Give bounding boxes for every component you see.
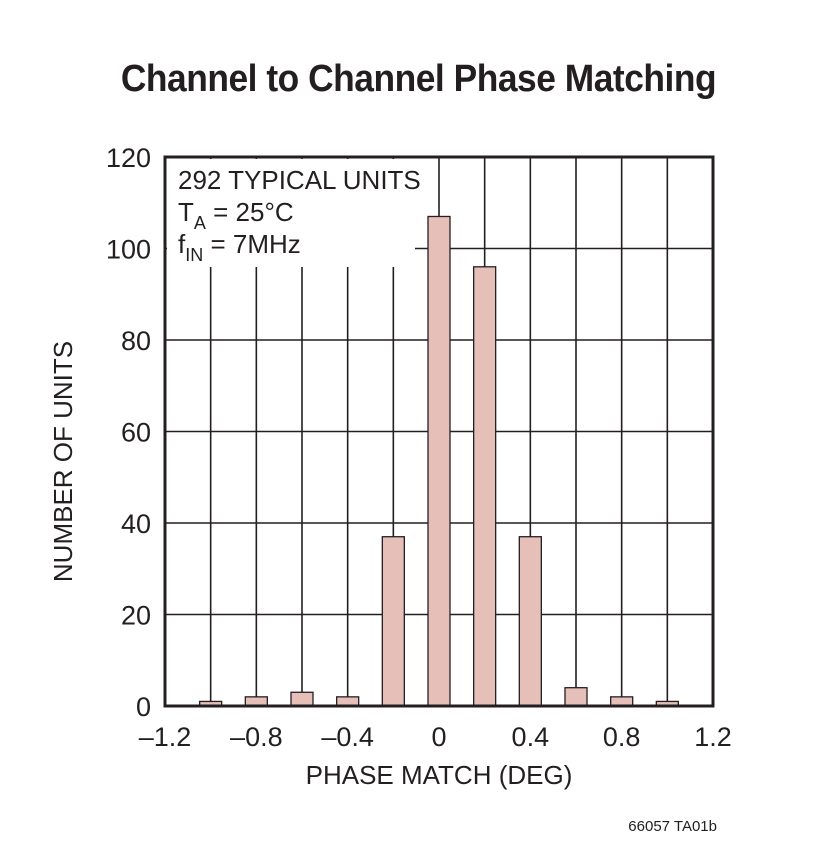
annotation-box: 292 TYPICAL UNITS TA = 25°C fIN = 7MHz xyxy=(167,159,421,267)
x-tick-label: 0 xyxy=(431,722,446,752)
annotation-temperature: TA = 25°C xyxy=(178,197,294,233)
histogram-bar xyxy=(564,687,588,707)
histogram-bar xyxy=(381,536,405,707)
x-tick-label: –1.2 xyxy=(139,722,192,752)
x-tick-label: 1.2 xyxy=(694,722,732,752)
y-tick-label: 60 xyxy=(121,418,151,448)
histogram-bar xyxy=(427,215,451,707)
x-tick-label: 0.4 xyxy=(512,722,550,752)
annotation-freq-value: = 7MHz xyxy=(203,229,301,259)
annotation-freq-symbol: f xyxy=(178,229,186,259)
annotation-temp-value: = 25°C xyxy=(206,197,294,227)
annotation-temp-subscript: A xyxy=(194,213,206,233)
annotation-freq-subscript: IN xyxy=(185,245,203,265)
y-tick-label: 0 xyxy=(136,692,151,722)
x-tick-label: –0.4 xyxy=(321,722,374,752)
y-tick-label: 20 xyxy=(121,601,151,631)
bars-layer xyxy=(199,215,679,707)
histogram-bar xyxy=(290,691,314,707)
histogram-bar xyxy=(518,536,542,707)
y-tick-label: 80 xyxy=(121,326,151,356)
x-tick-label: 0.8 xyxy=(603,722,641,752)
plot-frame xyxy=(163,155,715,708)
y-axis-title: NUMBER OF UNITS xyxy=(48,341,78,582)
chart-title: Channel to Channel Phase Matching xyxy=(120,58,717,100)
y-tick-label: 100 xyxy=(106,235,151,265)
histogram-bar xyxy=(473,266,497,707)
tick-labels: –1.2 –0.8 –0.4 0 0.4 0.8 1.2 0 20 40 60 80 100 120 xyxy=(106,143,732,752)
x-axis-title: PHASE MATCH (DEG) xyxy=(306,760,573,790)
annotation-background xyxy=(167,159,415,267)
annotation-units: 292 TYPICAL UNITS xyxy=(178,165,421,195)
figure-id: 66057 TA01b xyxy=(628,818,717,835)
y-tick-label: 40 xyxy=(121,509,151,539)
x-tick-label: –0.8 xyxy=(230,722,283,752)
annotation-temp-symbol: T xyxy=(178,197,194,227)
annotation-frequency: fIN = 7MHz xyxy=(178,229,301,265)
y-tick-label: 120 xyxy=(106,143,151,173)
